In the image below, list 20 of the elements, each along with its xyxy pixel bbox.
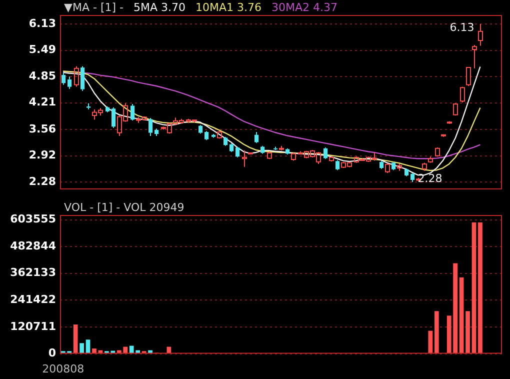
y-tick-label: 120711 [10, 320, 56, 333]
annotation: 6.13 [450, 20, 474, 34]
text: ▼MA - [1] - [64, 1, 124, 14]
y-tick-label: 362133 [10, 266, 56, 280]
y-tick-label: 482844 [10, 239, 56, 252]
text: 5MA 3.70 [134, 1, 186, 14]
y-tick-label: 241422 [10, 293, 56, 306]
text: 30MA2 4.37 [272, 1, 338, 14]
text: 10MA1 3.76 [196, 1, 262, 14]
x-tick-label: 200808 [42, 362, 84, 376]
y-tick-label: 5.49 [28, 43, 56, 56]
text: VOL - [1] - VOL 20949 [64, 201, 184, 214]
y-tick-label: 0 [48, 346, 56, 360]
y-tick-label: 4.85 [28, 69, 56, 82]
y-tick-label: 6.13 [28, 16, 56, 30]
y-tick-label: 3.56 [28, 122, 56, 136]
y-tick-label: 2.92 [28, 148, 56, 162]
y-tick-label: 603555 [10, 212, 56, 226]
y-tick-label: 4.21 [28, 96, 56, 109]
y-tick-label: 2.28 [28, 174, 56, 188]
